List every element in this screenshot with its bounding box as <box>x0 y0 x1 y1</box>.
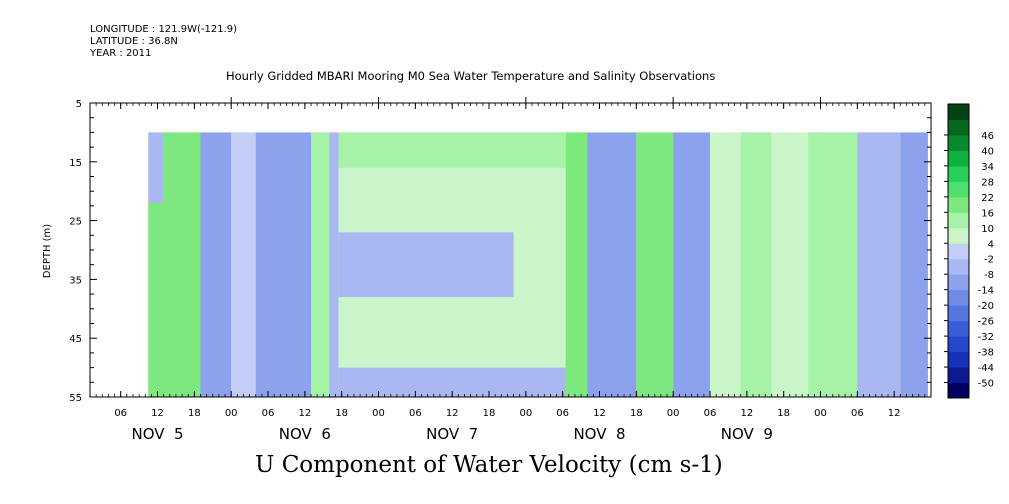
x-tick-label: 12 <box>740 408 753 419</box>
x-tick-label: 06 <box>704 408 717 419</box>
velocity-patch-2 <box>338 232 514 298</box>
colorbar-swatch <box>948 150 969 167</box>
x-tick-label: 00 <box>814 408 827 419</box>
velocity-band-4 <box>231 132 256 397</box>
x-day-label: NOV 5 <box>131 425 183 443</box>
x-day-label: NOV 7 <box>426 425 478 443</box>
colorbar-swatch <box>948 351 969 368</box>
colorbar-swatch <box>948 119 969 136</box>
colorbar-swatch <box>948 165 969 182</box>
colorbar-label: 34 <box>981 162 994 173</box>
x-tick-label: 00 <box>519 408 532 419</box>
x-tick-label: 00 <box>667 408 680 419</box>
colorbar-label: -44 <box>978 363 994 374</box>
x-tick-label: 18 <box>777 408 790 419</box>
colorbar-label: 28 <box>981 177 994 188</box>
colorbar-swatch <box>948 336 969 353</box>
y-tick-label: 45 <box>69 334 82 345</box>
colorbar-label: -32 <box>978 332 994 343</box>
x-day-label: NOV 8 <box>573 425 625 443</box>
x-tick-label: 12 <box>888 408 901 419</box>
x-axis-label: U Component of Water Velocity (cm s-1) <box>255 452 723 478</box>
velocity-band-5 <box>255 132 311 397</box>
x-tick-label: 18 <box>188 408 201 419</box>
colorbar-swatch <box>948 134 969 151</box>
velocity-band-11 <box>636 132 674 397</box>
colorbar-label: -14 <box>978 286 994 297</box>
x-tick-label: 18 <box>630 408 643 419</box>
colorbar-label: -50 <box>978 379 994 390</box>
colorbar-label: -26 <box>978 317 994 328</box>
year-label: YEAR : 2011 <box>90 48 152 59</box>
colorbar-swatch <box>948 382 969 399</box>
velocity-band-16 <box>808 132 858 397</box>
x-tick-label: 00 <box>372 408 385 419</box>
plot-area <box>148 132 928 397</box>
velocity-band-10 <box>587 132 637 397</box>
colorbar-swatch <box>948 196 969 213</box>
velocity-band-9 <box>565 132 588 397</box>
colorbar-swatch <box>948 305 969 322</box>
velocity-band-17 <box>857 132 901 397</box>
colorbar: -50 -44 -38 -32 -26 -20 -14 -8 -2 4 10 16 22 28 34 40 46 <box>944 103 994 399</box>
y-tick-label: 15 <box>69 158 82 169</box>
colorbar-swatch <box>948 289 969 306</box>
velocity-patch-4 <box>148 202 170 397</box>
colorbar-swatch <box>948 258 969 275</box>
colorbar-frame <box>947 103 970 399</box>
colorbar-swatch <box>948 212 969 229</box>
colorbar-swatch <box>948 243 969 260</box>
colorbar-label: -2 <box>984 255 994 266</box>
y-tick-label: 5 <box>76 99 82 110</box>
colorbar-label: 22 <box>981 193 994 204</box>
axes: 06 12 18 00 06 12 18 00 06 12 18 00 06 12 18 00 06 12 18 00… <box>69 97 932 443</box>
colorbar-label: 46 <box>981 131 994 142</box>
colorbar-label: -8 <box>984 270 994 281</box>
y-tick-label: 25 <box>69 217 82 228</box>
longitude-label: LONGITUDE : 121.9W(-121.9) <box>90 24 237 35</box>
y-tick-label: 55 <box>69 393 82 404</box>
x-tick-label: 06 <box>262 408 275 419</box>
colorbar-label: 40 <box>981 146 994 157</box>
latitude-label: LATITUDE : 36.8N <box>90 36 178 47</box>
colorbar-label: -38 <box>978 348 994 359</box>
velocity-band-6 <box>310 132 330 397</box>
colorbar-swatch <box>948 274 969 291</box>
velocity-band-15 <box>771 132 809 397</box>
velocity-band-3 <box>200 132 232 397</box>
velocity-band-12 <box>673 132 711 397</box>
colorbar-swatch <box>948 320 969 337</box>
x-tick-label: 12 <box>446 408 459 419</box>
colorbar-swatch <box>948 104 969 120</box>
colorbar-swatch <box>948 227 969 244</box>
x-tick-label: 06 <box>114 408 127 419</box>
x-tick-label: 12 <box>151 408 164 419</box>
x-tick-label: 18 <box>335 408 348 419</box>
colorbar-swatch <box>948 181 969 198</box>
chart-title: Hourly Gridded MBARI Mooring M0 Sea Wate… <box>226 69 716 83</box>
x-tick-label: 06 <box>851 408 864 419</box>
colorbar-label: 4 <box>988 239 994 250</box>
x-day-label: NOV 6 <box>279 425 331 443</box>
velocity-patch-1 <box>338 132 566 168</box>
colorbar-label: 16 <box>981 208 994 219</box>
x-tick-label: 00 <box>225 408 238 419</box>
x-tick-label: 06 <box>409 408 422 419</box>
x-day-label: NOV 9 <box>721 425 773 443</box>
velocity-band-7 <box>329 132 339 397</box>
colorbar-swatch <box>948 367 969 384</box>
x-tick-label: 12 <box>298 408 311 419</box>
metadata-block: LONGITUDE : 121.9W(-121.9) LATITUDE : 36… <box>90 24 237 60</box>
velocity-band-13 <box>710 132 741 397</box>
y-axis-label: DEPTH (m) <box>42 224 53 278</box>
x-tick-label: 18 <box>483 408 496 419</box>
colorbar-label: 10 <box>981 224 994 235</box>
velocity-band-18 <box>900 132 928 397</box>
velocity-band-14 <box>740 132 772 397</box>
x-tick-label: 06 <box>556 408 569 419</box>
colorbar-label: -20 <box>978 301 994 312</box>
x-tick-label: 12 <box>593 408 606 419</box>
y-tick-label: 35 <box>69 275 82 286</box>
